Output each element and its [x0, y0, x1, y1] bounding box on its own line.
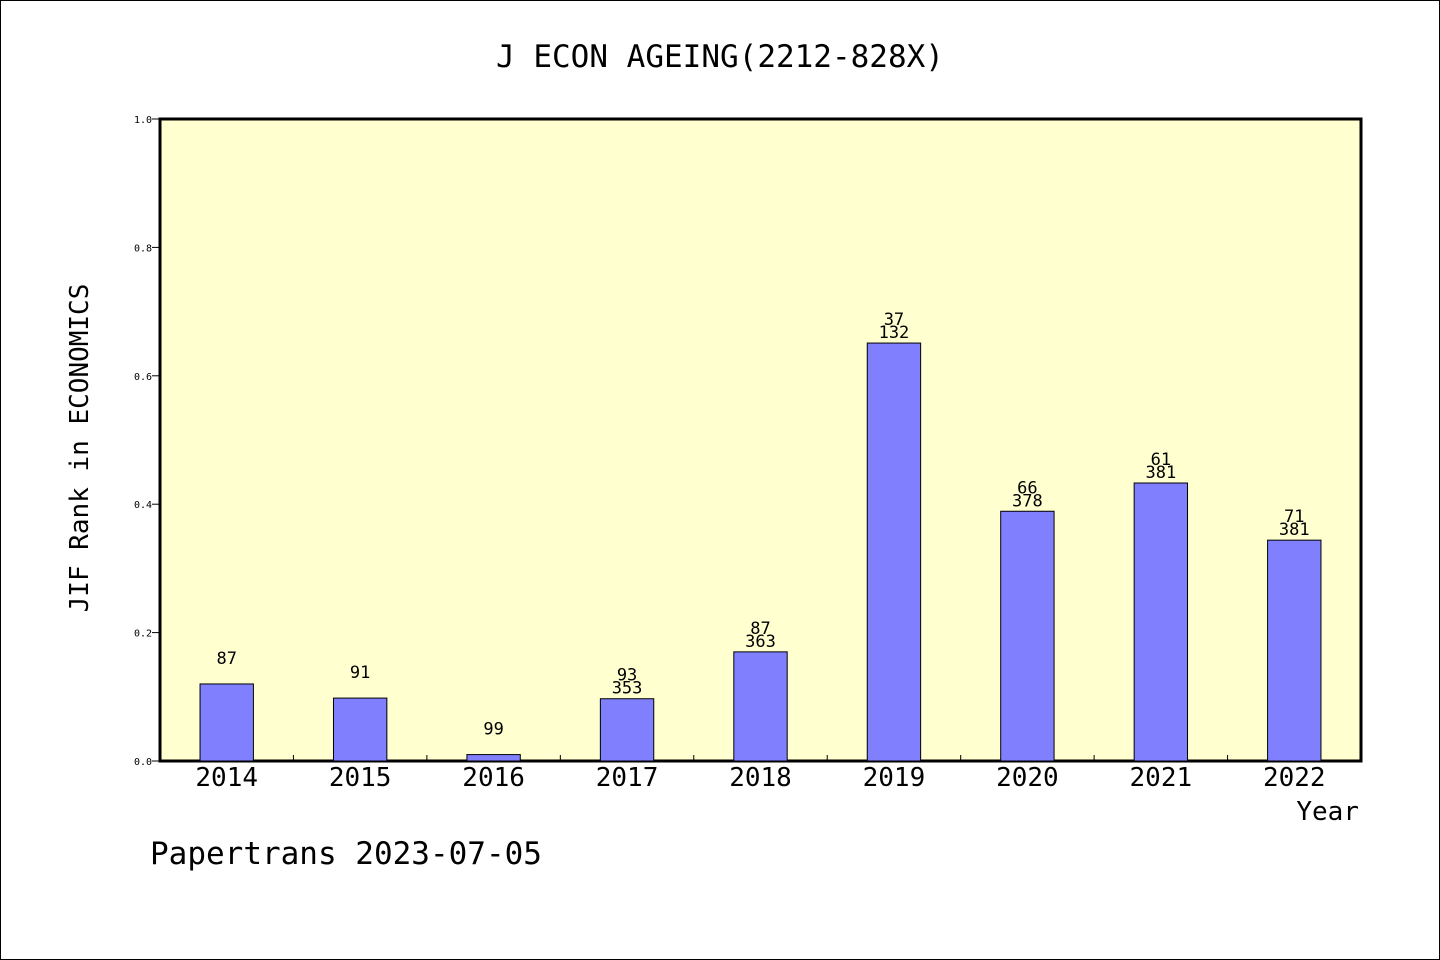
bar-total-label: 381 — [1279, 520, 1310, 540]
bar-rank-label: 87 — [750, 619, 770, 639]
x-tick-label: 2018 — [729, 763, 792, 793]
bar-total-label: 378 — [1012, 491, 1043, 511]
y-tick-label: 1.0 — [134, 115, 152, 126]
bars — [199, 342, 1322, 762]
bar-total-label: 353 — [612, 679, 643, 699]
y-tick-label: 0.6 — [134, 372, 152, 383]
bar-rank-label: 93 — [617, 666, 637, 686]
x-axis: 2014 2015 2016 2017 2018 2019 2020 2021 2022 — [195, 755, 1326, 793]
bar-rank-label: 71 — [1284, 507, 1304, 527]
y-tick-label: 0.2 — [134, 629, 152, 640]
y-tick-label: 0.4 — [134, 500, 152, 511]
bar-2016 — [466, 754, 521, 762]
x-tick-label: 2019 — [863, 763, 926, 793]
bar-2015 — [332, 697, 388, 762]
bar-rank-label: 91 — [350, 663, 370, 683]
bar-rank-label: 61 — [1151, 450, 1171, 470]
bar-2021 — [1133, 482, 1189, 762]
bar-2017 — [599, 698, 655, 762]
bar-rank-label: 87 — [216, 649, 236, 669]
bar-rank-label: 37 — [884, 310, 904, 330]
bar-2014 — [199, 683, 254, 762]
x-tick-label: 2015 — [329, 763, 392, 793]
bar-total-label: 363 — [745, 632, 776, 652]
chart-title: J ECON AGEING(2212-828X) — [496, 39, 944, 75]
bar-total-label: 381 — [1145, 463, 1176, 483]
bar-rank-label: 99 — [483, 720, 503, 740]
x-tick-label: 2014 — [195, 763, 258, 793]
bar-rank-label: 66 — [1017, 478, 1037, 498]
bar-2022 — [1267, 539, 1322, 762]
x-tick-label: 2016 — [462, 763, 525, 793]
y-axis-label: JIF Rank in ECONOMICS — [65, 284, 95, 613]
watermark-text: Papertrans 2023-07-05 — [150, 836, 542, 872]
y-axis: 0.0 0.2 0.4 0.6 0.8 1.0 — [134, 115, 160, 768]
y-tick-label: 0.8 — [134, 243, 152, 254]
x-tick-label: 2021 — [1130, 763, 1193, 793]
bar-2019 — [866, 342, 922, 762]
x-tick-label: 2020 — [996, 763, 1059, 793]
x-tick-label: 2017 — [596, 763, 659, 793]
x-axis-label: Year — [1296, 797, 1359, 827]
bar-total-label: 132 — [879, 323, 910, 343]
x-tick-label: 2022 — [1263, 763, 1326, 793]
y-tick-label: 0.0 — [134, 757, 152, 768]
bar-2020 — [1000, 510, 1055, 762]
bar-2018 — [733, 651, 788, 762]
